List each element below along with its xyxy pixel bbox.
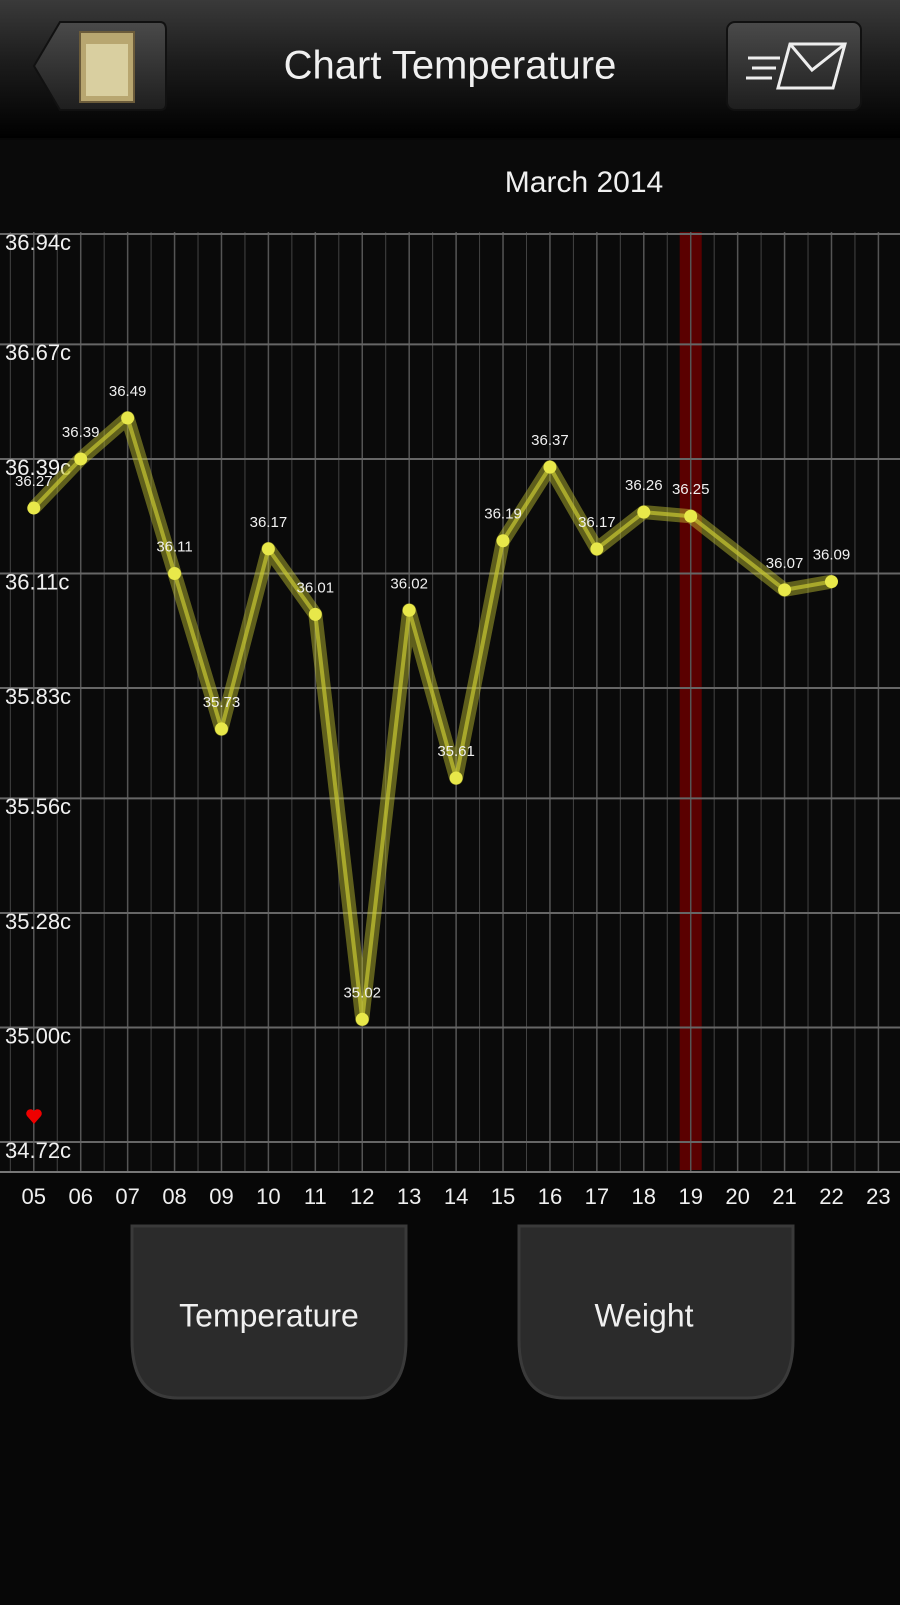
y-tick-label: 36.67c — [5, 340, 71, 365]
y-tick-label: 35.28c — [5, 909, 71, 934]
back-button[interactable] — [32, 21, 167, 111]
data-point — [496, 534, 510, 548]
x-tick-label: 20 — [725, 1184, 749, 1209]
button-label: Weight — [594, 1297, 693, 1333]
data-point — [684, 509, 698, 523]
x-tick-label: 19 — [678, 1184, 702, 1209]
x-tick-label: 08 — [162, 1184, 186, 1209]
button-label: Temperature — [179, 1297, 359, 1333]
value-label: 36.19 — [484, 506, 522, 523]
screen-title: Chart Temperature — [284, 44, 617, 88]
value-label: 36.37 — [531, 432, 569, 449]
data-point — [637, 505, 651, 519]
data-point — [27, 501, 41, 515]
data-point — [308, 607, 322, 621]
heart-icon — [26, 1109, 42, 1124]
temperature-button[interactable]: Temperature — [130, 1224, 408, 1400]
y-tick-label: 35.56c — [5, 794, 71, 819]
data-point — [543, 460, 557, 474]
value-label: 35.73 — [203, 694, 241, 711]
data-point — [214, 722, 228, 736]
y-tick-label: 36.39c — [5, 455, 71, 480]
x-tick-label: 16 — [538, 1184, 562, 1209]
data-point — [74, 452, 88, 466]
y-tick-label: 34.72c — [5, 1138, 71, 1163]
value-label: 36.02 — [390, 575, 428, 592]
weight-button[interactable]: Weight — [517, 1224, 795, 1400]
x-tick-label: 13 — [397, 1184, 421, 1209]
data-point — [402, 603, 416, 617]
chart-subtitle: March 2014 — [505, 166, 663, 199]
x-tick-label: 17 — [585, 1184, 609, 1209]
data-point — [590, 542, 604, 556]
value-label: 36.07 — [766, 555, 804, 572]
x-tick-label: 06 — [68, 1184, 92, 1209]
x-tick-label: 12 — [350, 1184, 374, 1209]
x-tick-label: 09 — [209, 1184, 233, 1209]
y-tick-label: 35.00c — [5, 1023, 71, 1048]
value-label: 36.26 — [625, 477, 663, 494]
x-tick-label: 07 — [115, 1184, 139, 1209]
value-label: 36.17 — [578, 514, 616, 531]
data-point — [261, 542, 275, 556]
data-point — [778, 583, 792, 597]
x-tick-label: 11 — [304, 1184, 327, 1209]
y-tick-label: 36.11c — [5, 569, 69, 594]
value-label: 36.25 — [672, 481, 710, 498]
data-point — [449, 771, 463, 785]
value-label: 36.27 — [15, 473, 53, 490]
value-label: 36.01 — [297, 579, 335, 596]
value-label: 36.11 — [156, 538, 192, 555]
value-label: 35.61 — [437, 743, 475, 760]
data-point — [121, 411, 135, 425]
data-point — [168, 566, 182, 580]
value-label: 36.39 — [62, 424, 100, 441]
value-label: 36.49 — [109, 383, 147, 400]
chart-panel — [0, 140, 900, 1172]
x-tick-label: 05 — [22, 1184, 46, 1209]
plot: March 2014 05 06 07 08 09 10 11 12 13 14 15 16 17 18 19… — [0, 166, 900, 1209]
x-tick-label: 23 — [866, 1184, 890, 1209]
x-tick-label: 15 — [491, 1184, 515, 1209]
value-label: 36.17 — [250, 514, 288, 531]
y-tick-label: 36.94c — [5, 230, 71, 255]
value-label: 35.02 — [343, 984, 381, 1001]
data-point — [355, 1012, 369, 1026]
y-tick-label: 35.83c — [5, 684, 71, 709]
x-tick-label: 21 — [772, 1184, 796, 1209]
x-tick-label: 14 — [444, 1184, 468, 1209]
email-button[interactable] — [726, 21, 862, 111]
data-point — [824, 575, 838, 589]
x-tick-label: 22 — [819, 1184, 843, 1209]
value-label: 36.09 — [813, 547, 851, 564]
x-tick-label: 18 — [632, 1184, 656, 1209]
x-tick-label: 10 — [256, 1184, 280, 1209]
